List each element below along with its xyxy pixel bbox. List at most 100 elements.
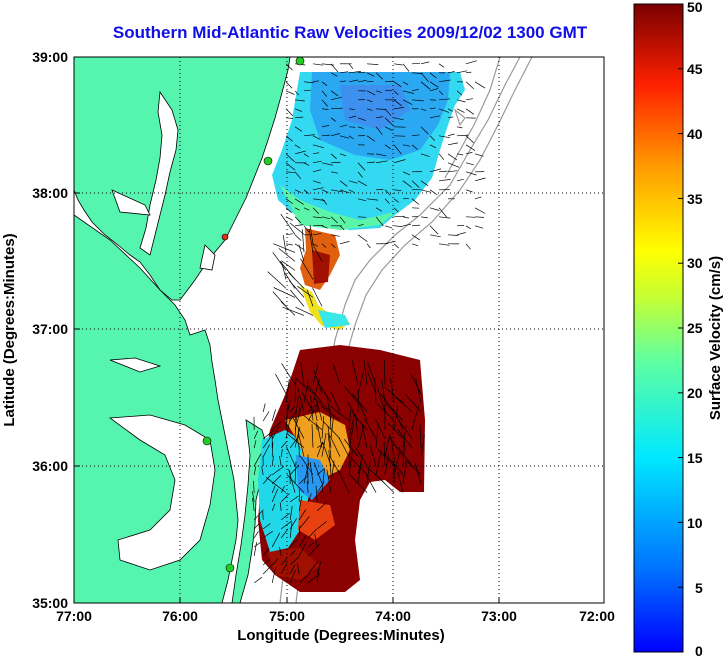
velocity-vector: [317, 424, 323, 448]
velocity-vector: [420, 126, 429, 135]
velocity-vector: [337, 470, 350, 493]
velocity-vector: [281, 262, 287, 280]
velocity-vector: [344, 386, 359, 403]
velocity-vector: [262, 434, 273, 449]
velocity-vector: [355, 415, 359, 439]
velocity-vector: [411, 234, 420, 241]
velocity-vector: [297, 388, 305, 412]
velocity-vector: [357, 223, 364, 227]
station-marker: [263, 156, 273, 166]
velocity-vector: [456, 99, 466, 103]
velocity-vector: [298, 403, 301, 412]
colorbar-tick-label: 0: [695, 643, 703, 659]
velocity-vector: [384, 386, 404, 403]
velocity-vector: [309, 461, 314, 484]
velocity-vector: [308, 228, 314, 253]
velocity-vector: [384, 189, 391, 196]
velocity-vector: [301, 391, 314, 412]
velocity-vector: [295, 378, 314, 394]
velocity-vector: [307, 528, 317, 539]
velocity-vector: [411, 243, 419, 247]
velocity-vector: [402, 90, 415, 94]
velocity-vector: [273, 243, 296, 253]
velocity-vector: [474, 177, 486, 182]
velocity-vector: [285, 135, 293, 142]
velocity-vector: [390, 378, 395, 403]
velocity-vector: [397, 471, 404, 493]
velocity-vector: [393, 117, 404, 121]
velocity-vector: [303, 225, 310, 233]
velocity-vector: [383, 360, 386, 385]
velocity-vector: [447, 153, 458, 161]
y-tick-label: 37:00: [32, 321, 68, 337]
velocity-vector: [384, 240, 396, 245]
velocity-vector: [289, 222, 305, 235]
velocity-vector: [312, 135, 321, 140]
velocity-vector: [402, 197, 409, 200]
velocity-vector: [271, 409, 276, 421]
velocity-vector: [330, 391, 341, 412]
velocity-vector: [297, 563, 300, 574]
x-tick-label: 77:00: [56, 608, 92, 624]
velocity-vector: [465, 216, 476, 218]
velocity-vector: [303, 153, 309, 158]
velocity-vector: [290, 289, 305, 307]
velocity-vector: [279, 455, 282, 466]
velocity-vector: [348, 115, 357, 119]
velocity-vector: [330, 216, 338, 224]
velocity-vector: [285, 378, 290, 403]
velocity-vector: [294, 377, 297, 403]
velocity-vector: [349, 474, 368, 493]
velocity-vector: [278, 248, 296, 262]
velocity-vector: [411, 224, 420, 227]
velocity-vector: [253, 465, 257, 475]
velocity-vector: [253, 430, 259, 440]
velocity-vector: [438, 90, 444, 96]
velocity-vector: [357, 461, 362, 484]
velocity-vector: [279, 547, 282, 556]
velocity-vector: [282, 306, 305, 316]
velocity-vector: [321, 108, 329, 110]
velocity-vector: [271, 485, 276, 494]
velocity-vector: [316, 441, 323, 458]
station-marker: [295, 57, 305, 66]
velocity-vector: [312, 243, 319, 247]
velocity-vector: [321, 406, 341, 421]
velocity-vector: [474, 216, 485, 218]
velocity-vector: [366, 198, 379, 201]
velocity-vector: [339, 80, 346, 83]
velocity-vector: [294, 396, 299, 421]
velocity-vector: [303, 89, 311, 92]
velocity-vector: [357, 399, 368, 421]
velocity-vector: [465, 189, 473, 193]
velocity-vector: [294, 461, 297, 484]
velocity-vector: [316, 568, 320, 583]
velocity-vector: [375, 108, 387, 110]
velocity-vector: [429, 234, 441, 238]
velocity-vector: [303, 380, 309, 403]
velocity-vector: [438, 79, 451, 83]
velocity-vector: [357, 126, 364, 129]
velocity-vector: [352, 393, 368, 412]
velocity-vector: [332, 363, 341, 385]
velocity-vector: [285, 243, 293, 246]
velocity-vector: [289, 506, 293, 520]
velocity-vector: [303, 81, 314, 84]
velocity-vector: [307, 543, 321, 557]
velocity-vector: [271, 474, 282, 485]
velocity-vector: [307, 385, 323, 403]
velocity-vector: [303, 162, 310, 166]
velocity-vector: [397, 429, 413, 448]
y-tick-label: 39:00: [32, 49, 68, 65]
velocity-vector: [321, 225, 328, 229]
velocity-vector: [366, 460, 371, 484]
velocity-vector: [294, 216, 302, 223]
velocity-vector: [315, 398, 323, 421]
velocity-vector: [339, 135, 350, 139]
velocity-vector: [289, 464, 299, 476]
velocity-vector: [429, 207, 440, 211]
velocity-vector: [402, 461, 407, 484]
velocity-vector: [267, 271, 287, 289]
velocity-vector: [307, 541, 315, 548]
velocity-vector: [271, 558, 279, 566]
